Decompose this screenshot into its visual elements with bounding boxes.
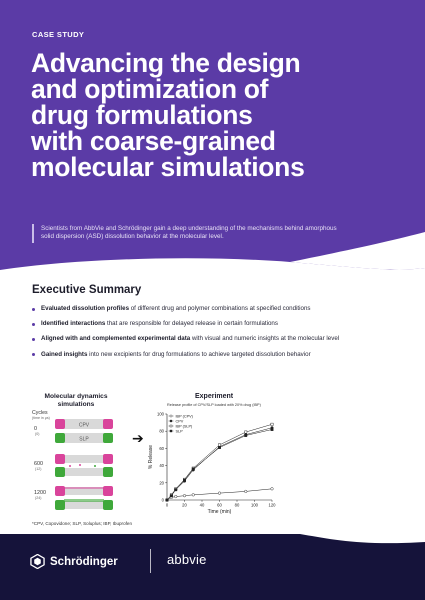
summary-bullet: Identified interactions that are respons… <box>32 320 377 328</box>
bullet-dot-icon <box>32 307 35 311</box>
summary-bullet-list: Evaluated dissolution profiles of differ… <box>32 305 377 366</box>
x-tick-label: 60 <box>217 503 222 508</box>
y-tick-label: 60 <box>159 446 164 451</box>
data-point <box>270 422 274 426</box>
legend-label: IBP (CPV) <box>176 414 194 418</box>
legend-label: SLP <box>176 429 184 433</box>
series-line <box>166 429 273 501</box>
data-point <box>183 478 186 482</box>
md-simulation-snapshots: CPV SLP <box>55 419 113 510</box>
y-tick-label: 0 <box>162 498 165 503</box>
data-point <box>244 489 248 493</box>
footnote: *CPV, Copovidone; SLP, Soluplus; IBP, Ib… <box>32 521 133 526</box>
cycle-number: 0 <box>34 426 37 432</box>
y-tick-label: 20 <box>159 480 164 485</box>
data-point <box>174 495 178 499</box>
data-point <box>244 430 248 434</box>
bullet-dot-icon <box>32 353 35 357</box>
series-line <box>166 427 273 501</box>
data-point <box>191 493 195 497</box>
data-point <box>191 467 195 471</box>
legend-marker <box>169 419 173 423</box>
hero-banner: CASE STUDY Advancing the design and opti… <box>0 0 425 290</box>
x-tick-label: 20 <box>182 503 187 508</box>
experiment-title: Experiment <box>195 393 234 400</box>
legend-marker <box>169 424 173 428</box>
cycle-time: (24) <box>35 496 42 500</box>
case-study-label: CASE STUDY <box>32 30 85 39</box>
data-point <box>174 488 178 492</box>
schrodinger-mark-icon <box>30 554 45 569</box>
cycle-time: (12) <box>35 467 42 471</box>
md-simulations-title: Molecular dynamics simulations <box>44 393 108 408</box>
cycle-number: 1200 <box>34 490 46 496</box>
experiment-subtitle: Release profile of CPV/SLP loaded with 2… <box>167 403 261 407</box>
executive-summary-heading: Executive Summary <box>32 284 142 296</box>
footer-wave-decoration <box>300 534 425 544</box>
data-point <box>169 494 173 498</box>
release-profile-chart: 0 20 40 60 80 100 120 0 20 40 60 80 100 Time (min) % R… <box>148 412 277 516</box>
legend-marker <box>169 429 173 433</box>
x-tick-label: 0 <box>166 503 169 508</box>
schrodinger-wordmark: Schrödinger <box>50 555 118 568</box>
cpv-cluster <box>103 419 113 429</box>
legend-marker <box>169 414 173 418</box>
series-line <box>166 424 273 501</box>
data-point <box>218 443 221 447</box>
summary-bullet: Evaluated dissolution profiles of differ… <box>32 305 377 313</box>
cpv-layer-label: CPV <box>79 423 90 429</box>
page-subtitle: Scientists from AbbVie and Schrödinger g… <box>41 225 337 241</box>
page-title: Advancing the design and optimization of… <box>31 48 305 182</box>
legend-label: CPV <box>176 419 184 423</box>
y-axis-label: % Release <box>148 445 154 469</box>
simulation-snapshot: CPV SLP <box>55 419 113 443</box>
simulation-snapshot <box>55 486 113 510</box>
bullet-dot-icon <box>32 322 35 326</box>
cycle-time: (0) <box>35 432 40 436</box>
hero-wave-decoration <box>0 232 425 290</box>
footer-bar: Schrödinger abbvie <box>0 534 425 600</box>
schrodinger-logo: Schrödinger <box>30 554 118 569</box>
data-point <box>217 491 222 495</box>
y-tick-label: 80 <box>159 429 164 434</box>
logo-divider <box>150 549 151 573</box>
simulation-snapshot <box>55 454 113 477</box>
cycle-number: 600 <box>34 461 43 467</box>
subtitle-accent-bar <box>32 224 34 243</box>
legend-label: IBP (SLP) <box>176 424 194 428</box>
right-arrow-icon: ➔ <box>132 430 144 446</box>
cycles-sub-label: (time in μs) <box>32 416 50 420</box>
data-point <box>218 446 221 449</box>
cpv-cluster <box>55 419 65 429</box>
abbvie-logo: abbvie <box>167 552 207 567</box>
x-axis-label: Time (min) <box>208 509 232 515</box>
data-point <box>182 494 187 498</box>
x-tick-label: 80 <box>235 503 240 508</box>
slp-cluster <box>55 433 65 443</box>
y-tick-label: 100 <box>157 412 165 417</box>
data-point <box>165 498 169 502</box>
slp-cluster <box>103 433 113 443</box>
bullet-dot-icon <box>32 337 35 341</box>
cycles-label: Cycles <box>32 410 48 416</box>
slp-layer-label: SLP <box>79 437 89 443</box>
data-point <box>244 434 248 437</box>
summary-bullet: Gained insights into new excipients for … <box>32 351 377 359</box>
data-point <box>270 428 274 431</box>
x-tick-label: 120 <box>269 503 277 508</box>
summary-bullet: Aligned with and complemented experiment… <box>32 335 377 343</box>
y-tick-label: 40 <box>159 463 164 468</box>
x-tick-label: 100 <box>251 503 259 508</box>
x-tick-label: 40 <box>200 503 205 508</box>
data-point <box>270 487 274 491</box>
